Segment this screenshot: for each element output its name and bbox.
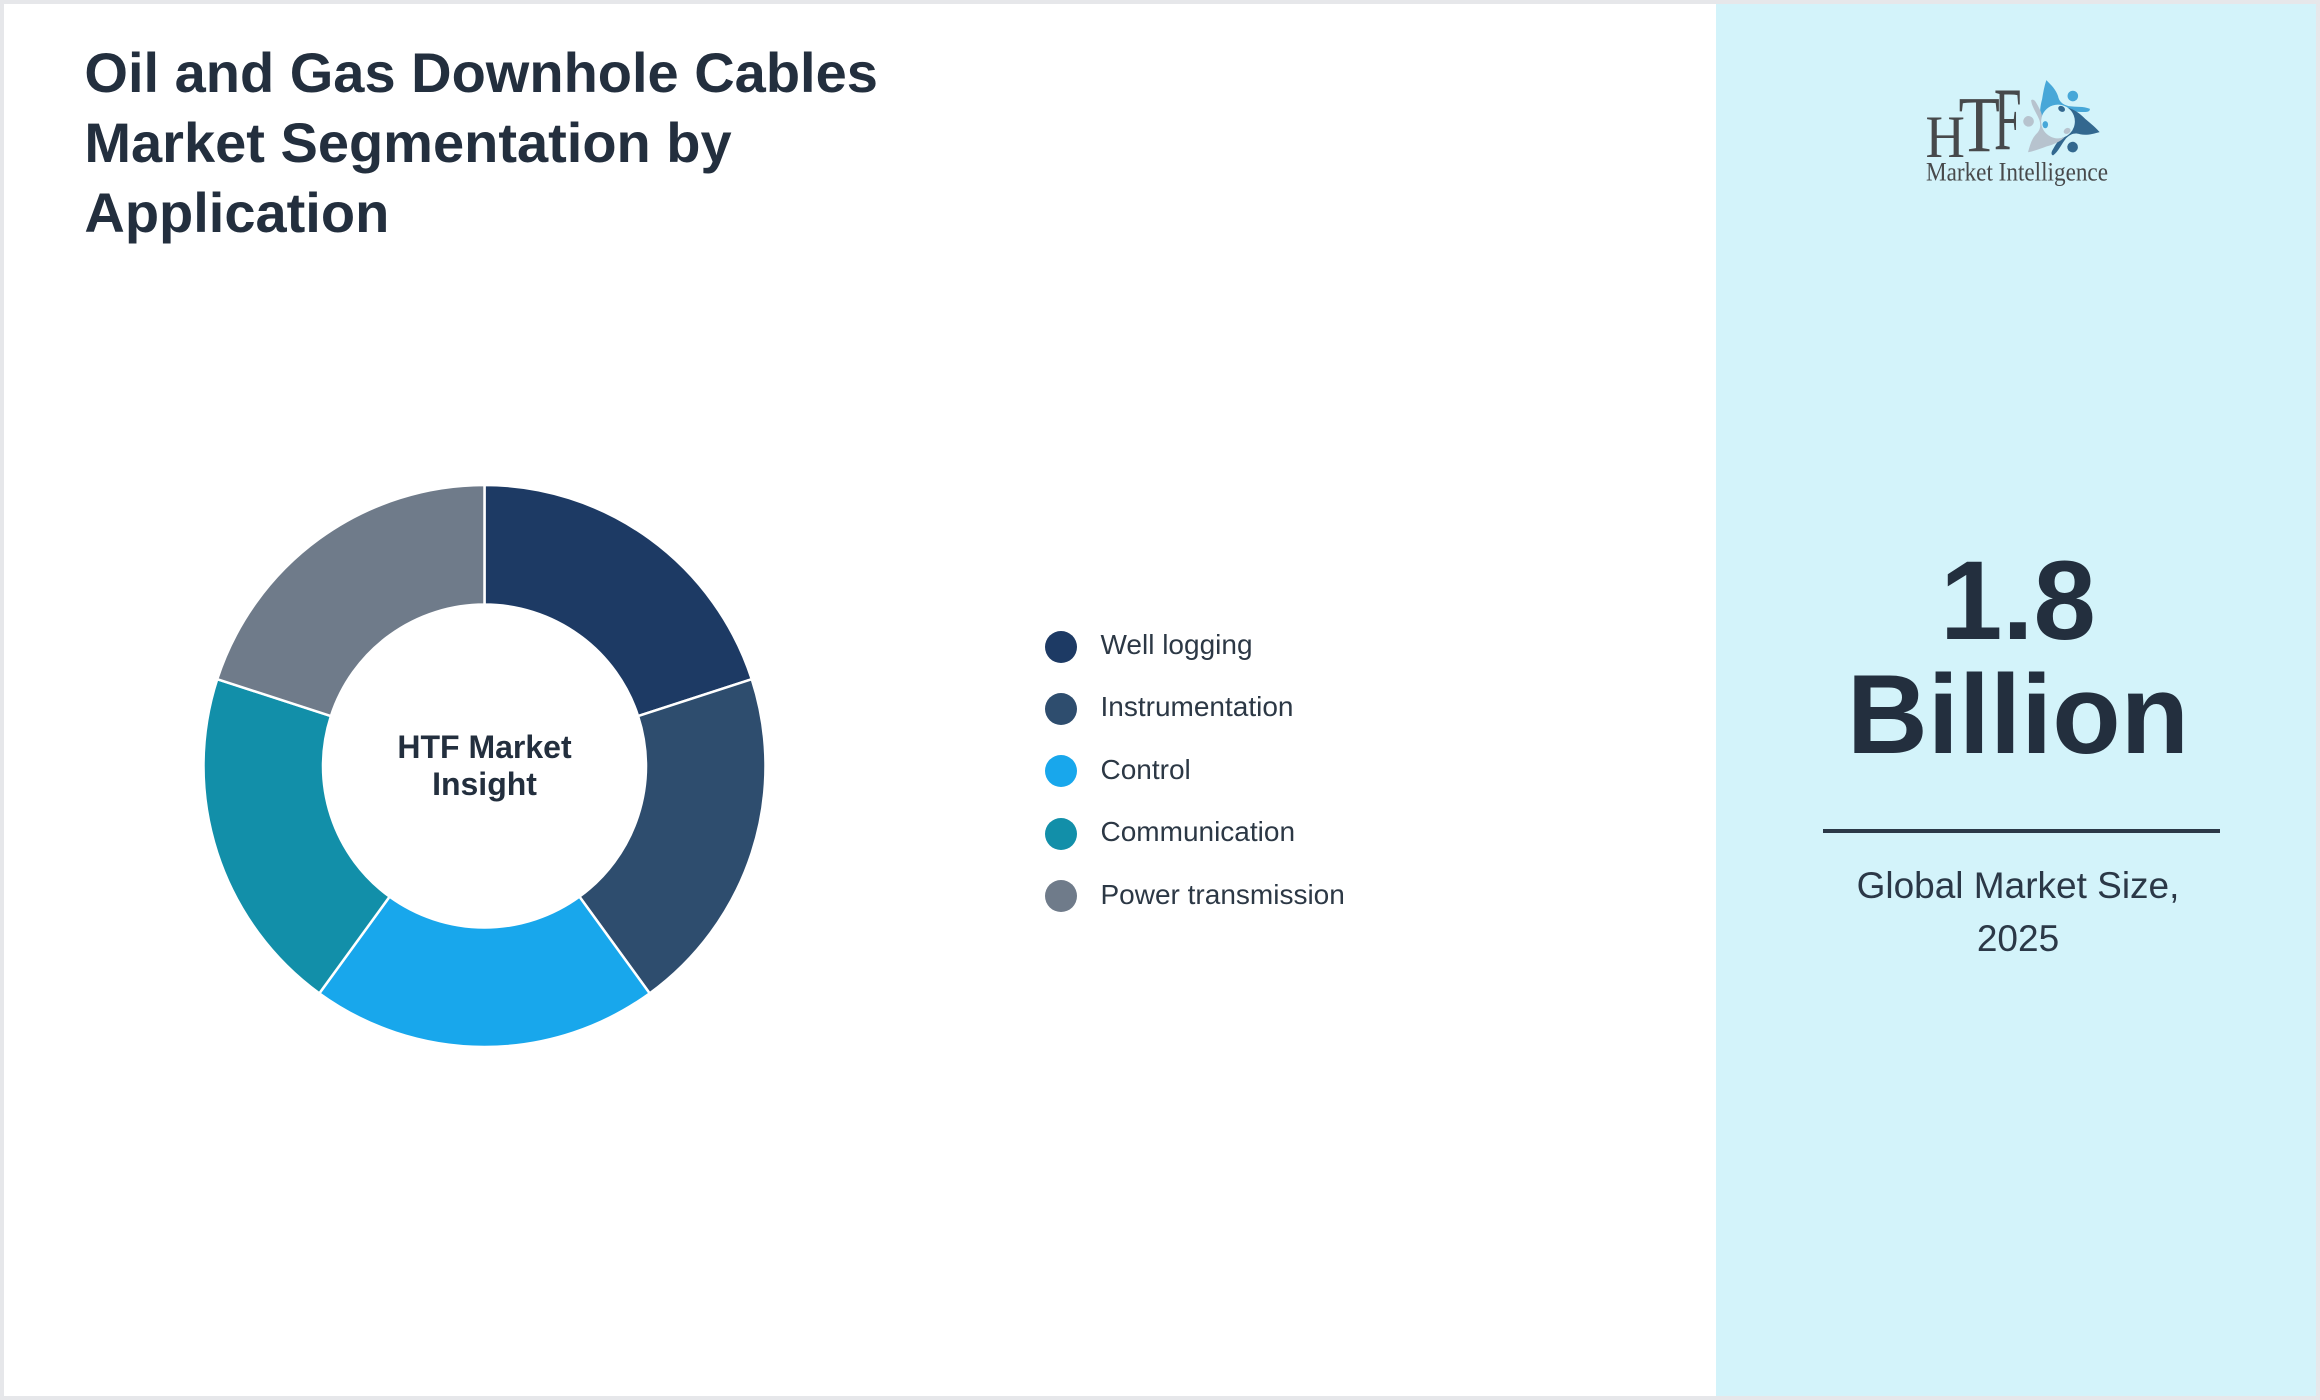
svg-text:T: T — [1959, 81, 2000, 169]
svg-text:Market Intelligence: Market Intelligence — [1926, 157, 2108, 187]
svg-text:H: H — [1926, 105, 1965, 171]
svg-text:F: F — [1994, 78, 2022, 169]
